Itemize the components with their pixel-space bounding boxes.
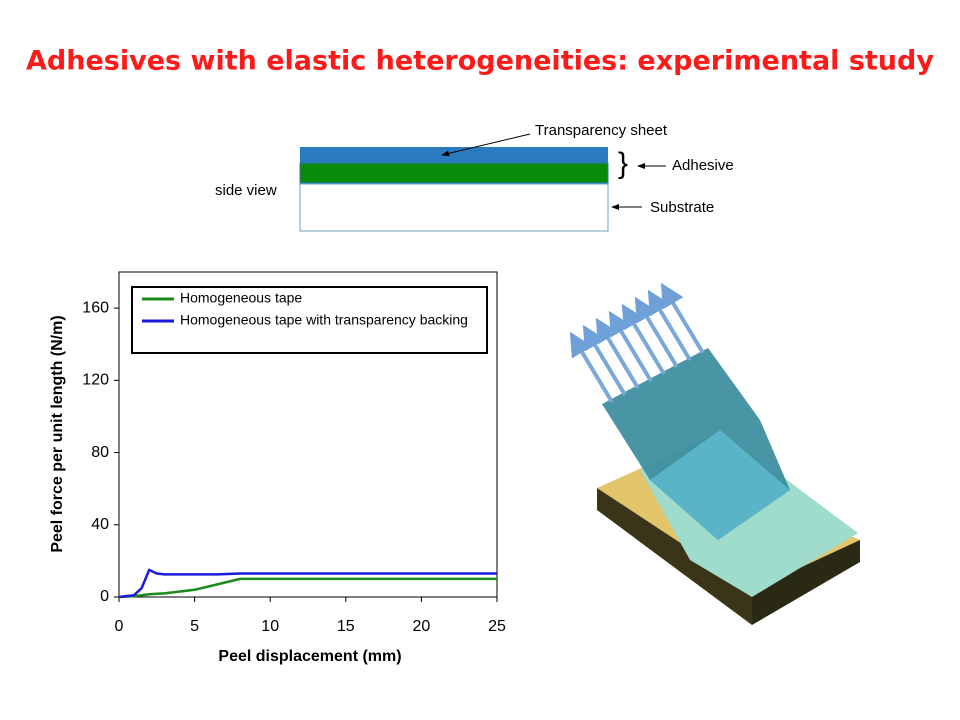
y-tick-label: 160 [82,299,109,316]
brace: } [618,147,628,180]
y-axis-label: Peel force per unit length (N/m) [49,315,66,552]
y-tick-label: 120 [82,372,109,389]
chart: Peel displacement (mm) Peel force per un… [49,271,506,665]
slide-title: Adhesives with elastic heterogeneities: … [26,46,934,77]
plot-frame [118,271,498,598]
y-tick-label: 0 [100,588,109,605]
label: side view [215,182,277,199]
x-tick-label: 0 [115,618,124,635]
x-axis-label: Peel displacement (mm) [218,648,401,665]
y-tick-label: 40 [91,516,109,533]
legend-label: Homogeneous tape [180,290,302,306]
transparency-layer [300,147,608,163]
legend-label: Homogeneous tape with transparency backi… [180,312,468,328]
x-tick-label: 20 [413,618,431,635]
label: Substrate [650,199,714,216]
data-line [118,577,497,599]
layer-diagram: } Transparency sheet Adhesive Substrate … [215,122,734,232]
legend-box [131,286,488,354]
x-tick-label: 25 [488,618,506,635]
x-tick-label: 5 [190,618,199,635]
adhesive-layer [299,162,609,184]
data-line [118,568,497,599]
x-tick-label: 15 [337,618,355,635]
peel-illustration [569,282,860,625]
x-tick-label: 10 [261,618,279,635]
label: Transparency sheet [535,122,668,139]
pointer [441,133,531,157]
label: Adhesive [672,157,734,174]
substrate-layer [299,183,609,232]
y-tick-label: 80 [91,444,109,461]
